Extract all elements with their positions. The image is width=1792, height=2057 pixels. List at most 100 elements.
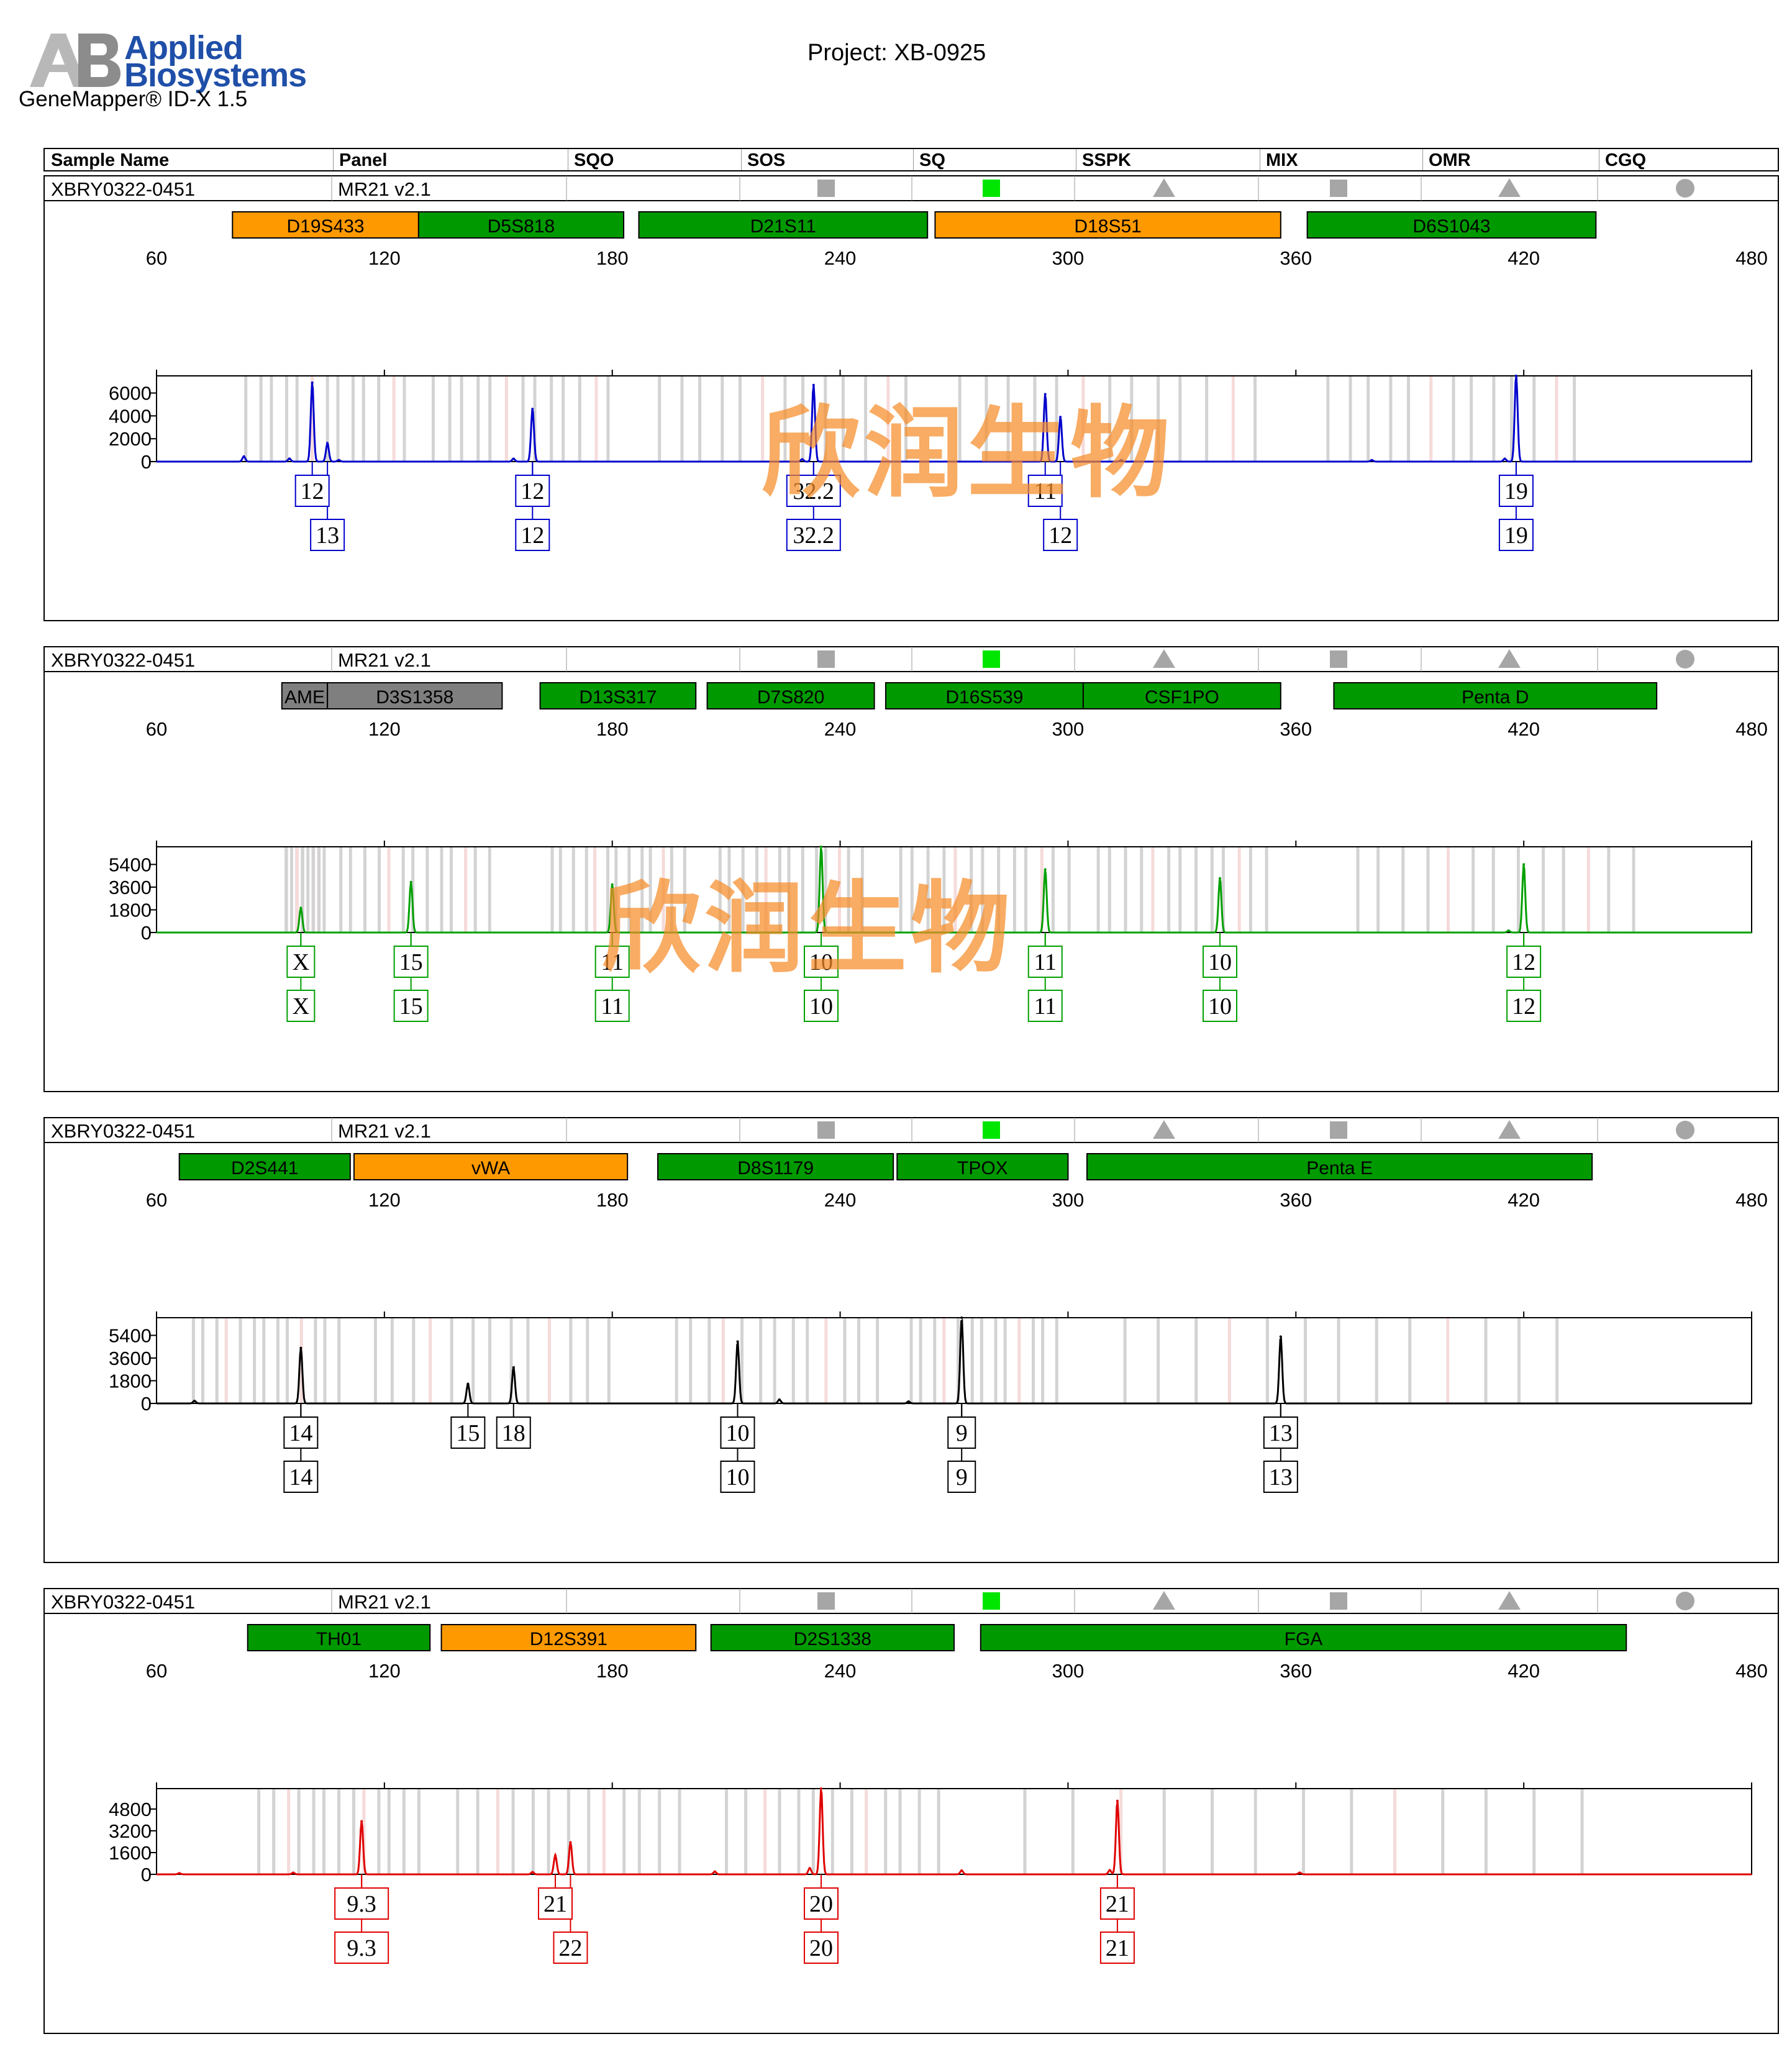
- sample-name: XBRY0322-0451: [51, 1591, 195, 1613]
- peak-apex: [326, 442, 329, 445]
- peak-apex: [778, 1398, 781, 1401]
- column-sos: SOS: [747, 150, 786, 170]
- allele-call-box: [450, 1416, 486, 1449]
- flag-cgq-icon: [1676, 1592, 1694, 1610]
- peak-apex: [193, 1399, 196, 1402]
- allele-call-box: [947, 1416, 976, 1449]
- peak-apex: [1120, 458, 1123, 462]
- peak-apex: [311, 381, 314, 385]
- x-tick-label: 480: [1735, 247, 1768, 269]
- marker-d7s820: [706, 682, 875, 709]
- column-sqo: SQO: [574, 150, 614, 170]
- marker-d8s1179: [657, 1153, 894, 1180]
- peak-apex: [409, 880, 412, 883]
- allele-call-label: 19: [1504, 522, 1528, 549]
- x-tick-label: 120: [368, 1660, 401, 1682]
- peak-apex: [1108, 1869, 1111, 1872]
- sample-name: XBRY0322-0451: [51, 1120, 195, 1142]
- marker-d2s441: [178, 1153, 351, 1180]
- allele-call-label: 19: [1504, 478, 1528, 504]
- dye-panel-yellow: XBRY0322-0451 MR21 v2.1 D2S441 vWA D8S1179 TP…: [43, 1117, 1779, 1563]
- allele-call-label: X: [293, 993, 309, 1019]
- panel-frame: [43, 1588, 1779, 2034]
- allele-call-label: 9.3: [347, 1891, 376, 1917]
- peak-apex: [1116, 1799, 1119, 1802]
- allele-call-label: 11: [1034, 993, 1057, 1019]
- marker-label: TH01: [316, 1629, 362, 1649]
- y-tick-label: 3600: [109, 877, 152, 898]
- flag-sq-icon: [983, 1592, 1000, 1610]
- allele-call-label: 11: [1034, 478, 1057, 504]
- marker-d19s433: [232, 211, 419, 239]
- marker-label: D21S11: [750, 216, 816, 237]
- marker-penta-e: [1086, 1153, 1593, 1180]
- allele-call-label: 14: [289, 1464, 312, 1490]
- x-tick-label: 480: [1735, 1660, 1768, 1682]
- x-tick-label: 60: [146, 1189, 167, 1211]
- x-tick-label: 360: [1280, 718, 1312, 740]
- watermark-1: 欣润生物: [761, 395, 1174, 511]
- allele-call-box: [786, 519, 841, 551]
- peak-apex: [1370, 458, 1373, 462]
- allele-call-box: [594, 946, 630, 978]
- flag-mix-icon: [1330, 1592, 1347, 1610]
- column-header-row: Sample Name Panel SQO SOS SQ SSPK MIX OM…: [43, 148, 1779, 171]
- flag-mix-icon: [1330, 650, 1347, 668]
- y-tick-label: 0: [141, 1393, 152, 1415]
- flag-sos-icon: [817, 1592, 835, 1610]
- allele-call-label: 9: [956, 1464, 968, 1490]
- allele-call-label: 11: [1034, 949, 1057, 975]
- panel-frame: [43, 1117, 1779, 1563]
- peak-apex: [1507, 929, 1510, 932]
- bin-lines: [191, 1318, 1559, 1403]
- trace-green: [157, 847, 1752, 934]
- marker-label: D2S1338: [794, 1629, 871, 1649]
- allele-call-box: [1498, 519, 1534, 551]
- allele-call-box: [286, 990, 316, 1022]
- peak-apex: [960, 1869, 963, 1872]
- allele-call-label: 15: [456, 1420, 480, 1446]
- marker-label: D18S51: [1074, 216, 1141, 237]
- allele-call-box: [804, 1932, 839, 1964]
- x-tick-label: 300: [1052, 718, 1085, 740]
- dye-panel-blue: XBRY0322-0451 MR21 v2.1 D19S433 D5S818 D21S1…: [43, 175, 1779, 621]
- allele-call-label: 14: [289, 1420, 312, 1446]
- allele-call-label: 13: [316, 522, 339, 549]
- peak-apex: [512, 457, 515, 460]
- flag-sos-icon: [817, 180, 835, 197]
- allele-call-label: 22: [558, 1935, 582, 1961]
- allele-call-label: 18: [502, 1420, 525, 1446]
- x-tick-label: 360: [1280, 1660, 1312, 1682]
- y-tick-label: 3600: [109, 1348, 152, 1369]
- flag-cgq-icon: [1676, 1121, 1694, 1139]
- peak-apex: [1044, 393, 1047, 396]
- allele-call-box: [804, 990, 839, 1022]
- y-tick-label: 0: [141, 922, 152, 944]
- allele-call-label: 9.3: [347, 1935, 376, 1961]
- y-tick-label: 3200: [109, 1820, 152, 1842]
- peak-apex: [292, 1871, 295, 1874]
- allele-call-box: [1203, 946, 1237, 978]
- peak-apex: [820, 1787, 822, 1790]
- peak-apex: [466, 1382, 470, 1385]
- x-tick-label: 240: [824, 247, 857, 269]
- allele-call-label: 12: [1048, 522, 1072, 549]
- peak-apex: [801, 458, 804, 461]
- y-tick-label: 6000: [109, 383, 152, 404]
- flag-sos-icon: [817, 650, 835, 668]
- allele-call-label: 10: [1208, 949, 1232, 975]
- allele-call-label: 21: [1106, 1935, 1129, 1961]
- allele-call-box: [393, 990, 429, 1022]
- trace-yellow: [157, 1318, 1752, 1405]
- marker-d16s539: [885, 682, 1084, 709]
- peak-apex: [1279, 1335, 1282, 1338]
- marker-label: D12S391: [530, 1629, 607, 1649]
- x-tick-label: 120: [368, 1189, 401, 1211]
- dye-panel-green: XBRY0322-0451 MR21 v2.1 AME D3S1358 D13S317 D…: [43, 646, 1779, 1092]
- y-tick-label: 1800: [109, 899, 152, 921]
- allele-call-label: 9: [956, 1420, 968, 1446]
- marker-d12s391: [440, 1624, 697, 1651]
- allele-call-label: 12: [301, 478, 324, 504]
- flag-mix-icon: [1330, 180, 1347, 197]
- marker-vwa: [353, 1153, 629, 1180]
